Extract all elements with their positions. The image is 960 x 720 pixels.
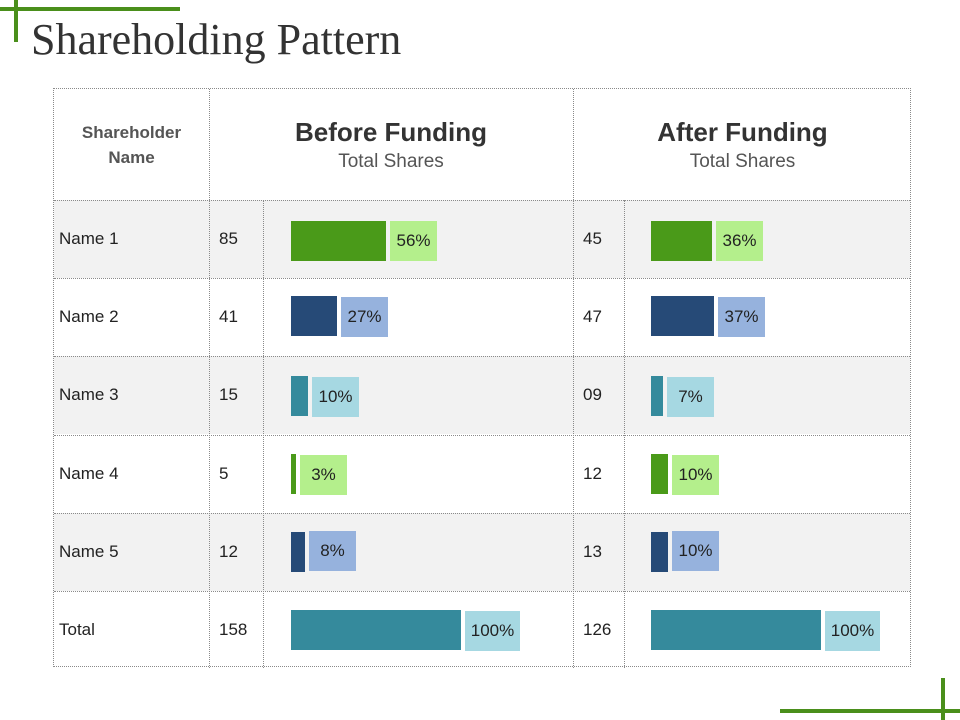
- column-divider: [573, 89, 574, 668]
- after-share-bar: [651, 532, 668, 572]
- row-divider: [54, 435, 910, 436]
- before-share-count: 41: [219, 307, 238, 326]
- column-divider: [263, 200, 264, 668]
- after-share-bar: [651, 376, 663, 416]
- after-share-percent: 10%: [672, 531, 719, 571]
- after-share-percent: 100%: [825, 611, 880, 651]
- before-share-percent: 100%: [465, 611, 520, 651]
- after-share-percent: 36%: [716, 221, 763, 261]
- row-background: [54, 356, 910, 434]
- page-title: Shareholding Pattern: [31, 15, 402, 64]
- before-share-bar: [291, 532, 305, 572]
- after-share-count: 47: [583, 307, 602, 326]
- row-divider: [54, 200, 910, 201]
- before-share-percent: 8%: [309, 531, 356, 571]
- after-share-count: 45: [583, 229, 602, 248]
- before-share-percent: 10%: [312, 377, 359, 417]
- after-share-bar: [651, 610, 821, 650]
- row-divider: [54, 356, 910, 357]
- before-share-count: 15: [219, 385, 238, 404]
- before-share-bar: [291, 454, 296, 494]
- column-divider: [624, 200, 625, 668]
- before-share-bar: [291, 610, 461, 650]
- corner-decoration-top-vertical: [14, 0, 18, 42]
- row-divider: [54, 591, 910, 592]
- before-share-count: 158: [219, 620, 248, 639]
- header-shareholder-name: Shareholder Name: [81, 123, 182, 167]
- row-divider: [54, 278, 910, 279]
- corner-decoration-bottom-horizontal: [780, 709, 960, 713]
- header-after-funding-subtitle: Total Shares: [689, 151, 796, 172]
- shareholder-name: Name 5: [59, 542, 119, 561]
- row-background: [54, 200, 910, 278]
- shareholder-name: Name 3: [59, 385, 119, 404]
- before-share-count: 12: [219, 542, 238, 561]
- shareholder-name: Name 4: [59, 464, 119, 483]
- before-share-percent: 56%: [390, 221, 437, 261]
- row-divider: [54, 513, 910, 514]
- after-share-percent: 10%: [672, 455, 719, 495]
- before-share-percent: 3%: [300, 455, 347, 495]
- column-divider: [209, 89, 210, 668]
- after-share-count: 09: [583, 385, 602, 404]
- shareholder-name: Name 1: [59, 229, 119, 248]
- shareholder-name: Name 2: [59, 307, 119, 326]
- after-share-bar: [651, 454, 668, 494]
- after-share-count: 126: [583, 620, 612, 639]
- shareholding-table: Shareholder Name Before Funding Total Sh…: [53, 88, 911, 668]
- shareholder-name: Total: [59, 620, 95, 639]
- before-share-percent: 27%: [341, 297, 388, 337]
- before-share-bar: [291, 376, 308, 416]
- header-after-funding-title: After Funding: [657, 117, 828, 147]
- before-share-bar: [291, 221, 386, 261]
- after-share-percent: 7%: [667, 377, 714, 417]
- corner-decoration-bottom-vertical: [941, 678, 945, 720]
- after-share-bar: [651, 221, 712, 261]
- row-background: [54, 513, 910, 591]
- after-share-count: 12: [583, 464, 602, 483]
- before-share-count: 5: [219, 464, 229, 483]
- after-share-count: 13: [583, 542, 602, 561]
- before-share-count: 85: [219, 229, 238, 248]
- after-share-percent: 37%: [718, 297, 765, 337]
- after-share-bar: [651, 296, 714, 336]
- before-share-bar: [291, 296, 337, 336]
- header-before-funding-title: Before Funding: [294, 117, 488, 147]
- header-before-funding-subtitle: Total Shares: [338, 151, 444, 172]
- corner-decoration-top-horizontal: [0, 7, 180, 11]
